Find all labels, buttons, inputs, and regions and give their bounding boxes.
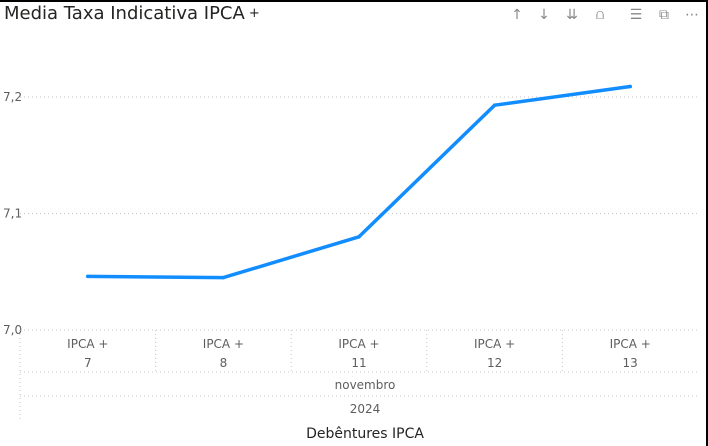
x-category-label-line1: IPCA + — [338, 337, 379, 351]
x-axis: IPCA + 7 IPCA + 8 IPCA + 11 IPCA + 12 IPCA + 13 no… — [19, 330, 698, 420]
visual-header-toolbar: ↑ ↓ ⇊ ⩍ ☰ ⧉ ⋯ — [500, 6, 706, 26]
data-point[interactable] — [86, 274, 90, 279]
y-axis-ticks: 7,0 7,1 7,2 — [3, 90, 22, 337]
x-category-label-line1: IPCA + — [610, 337, 651, 351]
x-category-label-line1: IPCA + — [474, 337, 515, 351]
drill-up-icon[interactable]: ↑ — [511, 7, 523, 23]
visual-title: Media Taxa Indicativa IPCA + — [4, 3, 260, 24]
x-category-label-line1: IPCA + — [67, 337, 108, 351]
data-point[interactable] — [357, 235, 361, 239]
visual-border-right — [706, 0, 708, 446]
x-category-label-line2: 13 — [623, 356, 638, 370]
expand-next-level-icon[interactable]: ⇊ — [566, 7, 578, 23]
data-point[interactable] — [492, 103, 497, 107]
x-category-label-line2: 7 — [84, 356, 92, 370]
x-year-label: 2024 — [350, 402, 381, 416]
drill-down-icon[interactable]: ↓ — [538, 7, 550, 23]
series-ipca — [86, 84, 632, 280]
x-category-label-line2: 8 — [220, 356, 228, 370]
focus-mode-icon[interactable]: ⧉ — [659, 7, 669, 23]
y-tick-label: 7,0 — [3, 323, 22, 337]
expand-hierarchy-icon[interactable]: ⩍ — [595, 7, 605, 23]
visual-title-text: Media Taxa Indicativa IPCA — [4, 3, 245, 24]
visual-border-top — [0, 0, 708, 2]
title-plus-icon: + — [248, 6, 260, 21]
y-tick-label: 7,1 — [3, 207, 22, 221]
data-point[interactable] — [221, 275, 226, 280]
x-axis-title: Debêntures IPCA — [306, 426, 424, 442]
x-category-label-line1: IPCA + — [203, 337, 244, 351]
filter-icon[interactable]: ☰ — [629, 7, 643, 23]
y-tick-label: 7,2 — [3, 90, 22, 104]
x-category-label-line2: 12 — [487, 356, 502, 370]
x-category-label-line2: 11 — [351, 356, 366, 370]
series-line[interactable] — [86, 84, 632, 280]
data-point[interactable] — [628, 84, 632, 89]
more-options-icon[interactable]: ⋯ — [685, 7, 699, 23]
x-month-label: novembro — [335, 378, 396, 392]
gridlines — [20, 96, 698, 331]
